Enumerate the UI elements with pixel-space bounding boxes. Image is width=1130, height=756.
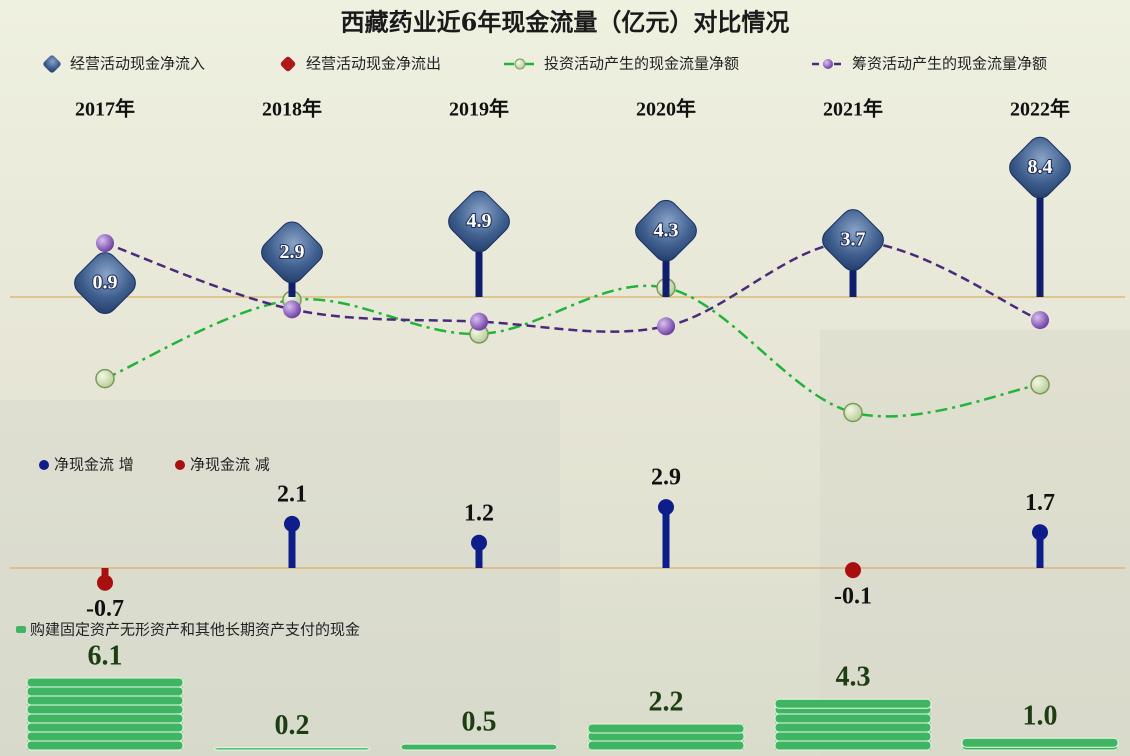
money-bill (26, 731, 184, 742)
legend-label: 净现金流 增 (54, 456, 134, 474)
data-label: 2.9 (651, 465, 681, 491)
money-bill (587, 740, 745, 751)
data-label: -0.7 (86, 596, 124, 622)
series-point (657, 317, 675, 336)
legend-symbol (280, 56, 296, 72)
data-label: 4.3 (654, 219, 679, 241)
lollipop-head (284, 515, 300, 532)
lollipop-diamond (1009, 136, 1071, 199)
data-label: 1.7 (1025, 490, 1055, 516)
money-bill (774, 722, 932, 733)
legend-label: 净现金流 减 (190, 456, 270, 474)
lollipop-diamond (74, 252, 136, 315)
money-bill (774, 740, 932, 751)
money-bill (26, 695, 184, 706)
series-point (95, 368, 115, 389)
data-label: 0.2 (275, 710, 310, 741)
legend-symbol (823, 59, 833, 69)
money-stack (213, 747, 371, 751)
lollipop-diamond (448, 190, 510, 253)
lollipop-diamond (261, 221, 323, 284)
money-stack (26, 677, 184, 751)
data-label: 3.7 (841, 229, 866, 251)
legend-label: 经营活动现金净流入 (70, 55, 205, 73)
chart-title: 西藏药业近6年现金流量（亿元）对比情况 (341, 8, 790, 37)
lollipop-head (97, 574, 113, 591)
money-bill (26, 686, 184, 697)
money-bill (26, 722, 184, 733)
data-label: 2.2 (649, 686, 684, 717)
legend-symbol (175, 460, 185, 470)
legend-label: 经营活动现金净流出 (306, 55, 441, 73)
data-label: 2.1 (277, 481, 307, 507)
data-label: 0.9 (93, 272, 118, 294)
money-bill (26, 713, 184, 724)
series-point (470, 312, 488, 331)
money-bill (26, 704, 184, 715)
money-bill (961, 737, 1119, 748)
money-bill (774, 713, 932, 724)
data-label: 0.5 (462, 707, 497, 738)
data-label: 8.4 (1028, 156, 1053, 178)
money-bill (26, 677, 184, 688)
legend-label: 购建固定资产无形资产和其他长期资产支付的现金 (30, 621, 360, 639)
x-tick-label: 2020年 (636, 97, 696, 121)
data-label: 4.3 (836, 662, 871, 693)
legend-label: 筹资活动产生的现金流量净额 (852, 55, 1047, 73)
data-label: 1.2 (464, 500, 494, 526)
series-point (843, 402, 863, 423)
money-bill (774, 698, 932, 709)
data-label: 4.9 (467, 210, 492, 232)
legend-symbol (514, 58, 526, 70)
money-stack (961, 737, 1119, 751)
lollipop-head (471, 534, 487, 551)
lollipop-head (1032, 524, 1048, 541)
legend-symbol (43, 55, 61, 73)
lollipop-head (845, 562, 861, 579)
money-bill (587, 723, 745, 734)
x-tick-label: 2019年 (449, 97, 509, 121)
legend-symbol (39, 460, 49, 470)
money-stack (587, 723, 745, 751)
series-point (283, 300, 301, 319)
lollipop-diamond (635, 199, 697, 262)
legend-symbol (16, 626, 26, 633)
data-label: 6.1 (88, 640, 123, 671)
background-building (820, 330, 1130, 756)
money-bill (26, 740, 184, 751)
data-label: 2.9 (280, 241, 305, 263)
lollipop-head (658, 499, 674, 516)
legend-label: 投资活动产生的现金流量净额 (544, 55, 739, 73)
money-stack (774, 698, 932, 751)
x-tick-label: 2022年 (1010, 97, 1070, 121)
money-stack (400, 743, 558, 751)
series-point (96, 234, 114, 253)
money-bill (774, 731, 932, 742)
series-point (1031, 311, 1049, 330)
lollipop-diamond (822, 209, 884, 271)
x-tick-label: 2017年 (75, 97, 135, 121)
series-line (104, 240, 1041, 333)
money-bill (400, 743, 558, 751)
data-label: -0.1 (834, 584, 872, 610)
money-bill (213, 747, 371, 751)
series-point (1030, 375, 1050, 395)
x-tick-label: 2021年 (823, 97, 883, 121)
x-tick-label: 2018年 (262, 97, 322, 121)
data-label: 1.0 (1023, 701, 1058, 732)
